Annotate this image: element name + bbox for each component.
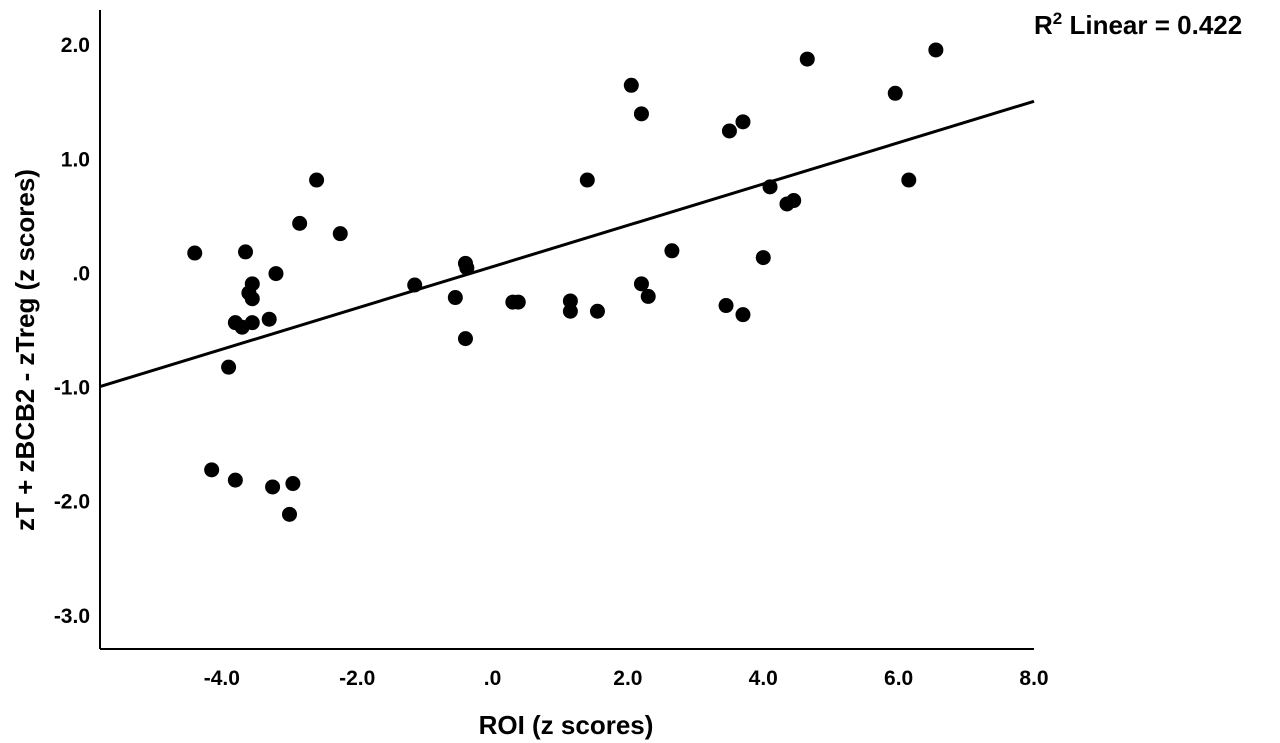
x-axis-label: ROI (z scores) [479, 710, 654, 740]
y-tick-label: -1.0 [54, 377, 90, 400]
data-point [268, 266, 284, 282]
data-point [735, 307, 751, 323]
fit-line [99, 99, 1035, 388]
data-point [633, 106, 649, 122]
y-ticks: 2.0 1.0 .0 -1.0 -2.0 -3.0 [54, 34, 90, 628]
y-axis-label: zT + zBCB2 - zTreg (z scores) [10, 169, 40, 531]
data-point [332, 226, 348, 242]
data-point [457, 331, 473, 347]
x-ticks: -4.0 -2.0 .0 2.0 4.0 6.0 8.0 [204, 667, 1049, 690]
data-point [447, 290, 463, 306]
y-tick-label: -2.0 [54, 491, 90, 514]
data-point [265, 479, 281, 495]
data-point [261, 311, 277, 327]
r2-annotation: R2 Linear = 0.422 [1034, 9, 1242, 40]
data-point [238, 244, 254, 260]
x-tick-label: 2.0 [613, 667, 642, 690]
data-point [735, 114, 751, 130]
y-tick-label: -3.0 [54, 605, 90, 628]
data-point [510, 294, 526, 310]
data-point [721, 123, 737, 139]
data-point [623, 77, 639, 93]
data-point [640, 288, 656, 304]
x-tick-label: .0 [484, 667, 502, 690]
data-point [755, 250, 771, 266]
data-point [282, 506, 298, 522]
data-point [562, 303, 578, 319]
x-tick-label: 6.0 [884, 667, 913, 690]
data-point [187, 245, 203, 261]
r2-superscript: 2 [1053, 9, 1062, 28]
data-point [633, 276, 649, 292]
x-tick-label: 4.0 [749, 667, 778, 690]
data-point [244, 291, 260, 307]
data-point [204, 462, 220, 478]
y-tick-label: 1.0 [61, 148, 90, 171]
r2-prefix: R [1034, 10, 1053, 40]
data-point [579, 172, 595, 188]
data-point [309, 172, 325, 188]
x-tick-label: 8.0 [1019, 667, 1048, 690]
data-point [901, 172, 917, 188]
data-point [799, 51, 815, 67]
x-tick-label: -2.0 [339, 667, 375, 690]
data-point [292, 215, 308, 231]
data-point [227, 472, 243, 488]
r2-text: Linear = 0.422 [1062, 10, 1242, 40]
data-point [718, 298, 734, 314]
x-tick-label: -4.0 [204, 667, 240, 690]
data-point [664, 243, 680, 259]
data-point [589, 303, 605, 319]
data-point [285, 476, 301, 492]
y-tick-label: 2.0 [61, 34, 90, 57]
data-points [187, 42, 944, 522]
y-tick-label: .0 [72, 262, 90, 285]
data-point [221, 359, 237, 375]
data-point [459, 260, 475, 276]
data-point [887, 85, 903, 101]
data-point [928, 42, 944, 58]
data-point [786, 193, 802, 209]
data-point [244, 315, 260, 331]
data-point [562, 293, 578, 309]
